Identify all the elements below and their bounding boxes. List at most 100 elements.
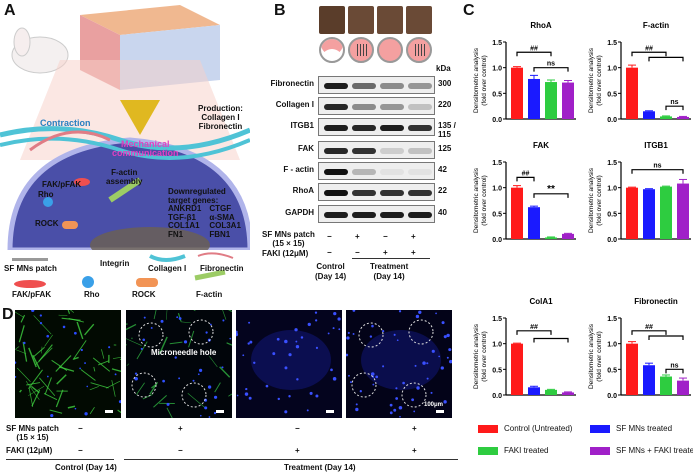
chart-title: ITGB1 (644, 141, 668, 150)
blot-band (352, 212, 376, 218)
legend-label: SF MNs treated (616, 424, 673, 433)
y-axis-label: Densitometric analysis (588, 47, 595, 113)
micrograph (236, 311, 341, 414)
y-axis-label: (fold over control) (596, 175, 603, 226)
genes-header: target genes: (168, 195, 219, 205)
significance-bracket (665, 105, 684, 111)
bar (562, 82, 574, 119)
legend-swatch (478, 446, 498, 455)
blot-label: FAK (298, 144, 314, 153)
blot-band (324, 190, 348, 196)
blot-row: Fibronectin 300 (262, 76, 462, 94)
production-line: Collagen I (201, 113, 240, 122)
legend-label: FAKI treated (504, 446, 549, 455)
y-tick-label: 0.5 (492, 367, 502, 374)
bar (626, 187, 638, 239)
legend-label: Control (Untreated) (504, 424, 573, 433)
chart-title: FAK (533, 141, 549, 150)
y-axis-label: (fold over control) (481, 175, 488, 226)
significance-label: ## (530, 324, 538, 331)
dish-photos (317, 6, 434, 70)
bar (562, 392, 574, 395)
condition-sign: − (78, 424, 83, 433)
blot-label: F - actin (283, 165, 314, 174)
blot-image (318, 97, 435, 115)
microneedle-hole-circle (358, 322, 384, 348)
chart-fibronectin: Fibronectin Densitometric analysis (fold o… (588, 297, 691, 400)
blot-band (352, 125, 376, 131)
factin-assembly-label: F-actin assembly (106, 168, 142, 186)
y-tick-label: 1.5 (607, 40, 617, 47)
control-divider (6, 459, 114, 460)
significance-bracket (516, 51, 552, 57)
chart-title: RhoA (530, 21, 552, 30)
factin-shape (108, 177, 142, 203)
legend-factin: F-actin (196, 290, 223, 299)
y-tick-label: 1.5 (492, 40, 502, 47)
y-tick-label: 0.5 (607, 91, 617, 98)
gene: ANKRD1 (168, 204, 202, 213)
contraction-label: Contraction (40, 118, 91, 128)
y-tick-label: 1.0 (607, 186, 617, 193)
bar (545, 237, 557, 239)
sf-line: (15 × 15) (272, 239, 305, 248)
scale-bar (326, 410, 334, 413)
legend-sf-mns-patch: SF MNs patch (4, 264, 57, 273)
blot-row: Collagen I 220 (262, 97, 462, 115)
condition-sign: − (78, 446, 83, 455)
mechanical-communication-label: Mechanical communication (112, 140, 179, 158)
blot-band (352, 104, 376, 110)
micrograph (15, 310, 121, 418)
legend-swatch (590, 446, 610, 455)
bar (643, 365, 655, 395)
chart-fak: FAK Densitometric analysis (fold over cont… (473, 141, 576, 244)
b-faki-label: FAKI (12μM) (262, 249, 309, 258)
legend-item: FAKI treated (478, 446, 548, 455)
y-axis-label: Densitometric analysis (473, 323, 480, 389)
blot-band (408, 104, 432, 110)
legend-item: SF MNs + FAKI treated (590, 446, 693, 455)
blot-label: ITGB1 (290, 121, 314, 130)
kda-header: kDa (436, 64, 451, 73)
significance-label: ## (522, 170, 530, 177)
blot-band (380, 212, 404, 218)
target-genes: Downregulated target genes: ANKRD1 TGF-β1… (168, 187, 241, 239)
blot-band (408, 212, 432, 218)
condition-sign: + (411, 232, 416, 241)
y-tick-label: 1.5 (607, 316, 617, 323)
bar (643, 189, 655, 239)
gene: CTGF (209, 204, 232, 213)
microneedle-hole-circle (188, 319, 214, 345)
kda-marker: 125 (438, 144, 452, 153)
micrograph (126, 310, 232, 418)
blot-row: GAPDH 40 (262, 205, 462, 223)
bar (626, 343, 638, 395)
treatment-divider (124, 459, 458, 460)
bar (528, 78, 540, 119)
blot-band (408, 148, 432, 154)
bar (545, 82, 557, 119)
blot-image (318, 205, 435, 223)
kda-marker: 135 / 115 (438, 121, 456, 139)
sf-line: SF MNs patch (6, 424, 59, 433)
blot-band (352, 83, 376, 89)
blot-band (324, 148, 348, 154)
gene: FN1 (168, 229, 184, 239)
condition-sign: + (412, 446, 417, 455)
blot-image (318, 118, 435, 136)
y-axis-label: Densitometric analysis (473, 167, 480, 233)
y-axis-label: Densitometric analysis (588, 323, 595, 389)
bar (528, 207, 540, 239)
condition-sign: + (411, 248, 416, 257)
treatment-divider (352, 258, 430, 259)
bar (677, 116, 689, 119)
significance-label: ns (653, 163, 661, 170)
legend-swatch (478, 424, 498, 433)
bar (677, 183, 689, 239)
sf-line: (15 × 15) (16, 433, 49, 442)
significance-label: ns (670, 99, 678, 106)
b-control-label: Control (Day 14) (315, 262, 346, 282)
legend-fak: FAK/pFAK (12, 290, 52, 299)
chart-title: F-actin (643, 21, 669, 30)
blot-image (318, 76, 435, 94)
